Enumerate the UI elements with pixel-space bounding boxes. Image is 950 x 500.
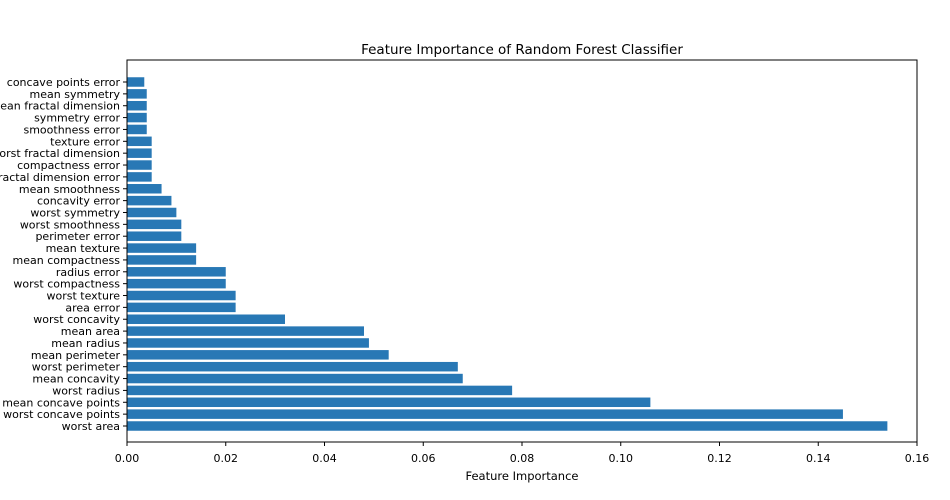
bar — [127, 160, 152, 170]
y-tick-label: worst compactness — [13, 278, 120, 291]
y-tick-label: worst symmetry — [30, 206, 120, 219]
bar — [127, 89, 147, 99]
bar — [127, 77, 145, 87]
bar — [127, 409, 843, 419]
y-tick-label: radius error — [56, 266, 121, 279]
y-tick-label: fractal dimension error — [0, 171, 120, 184]
y-tick-label: mean concavity — [32, 373, 120, 386]
y-tick-label: mean concave points — [2, 396, 120, 409]
y-tick-label: smoothness error — [23, 123, 120, 136]
x-axis-label: Feature Importance — [465, 469, 578, 483]
x-tick-label: 0.04 — [312, 452, 337, 465]
y-tick-label: area error — [65, 301, 120, 314]
x-tick-label: 0.08 — [510, 452, 535, 465]
y-tick-label: mean compactness — [13, 254, 121, 267]
y-tick-label: worst perimeter — [32, 361, 121, 374]
bar — [127, 267, 226, 277]
bar — [127, 385, 513, 396]
bar — [127, 290, 236, 301]
y-tick-label: worst concavity — [33, 313, 120, 326]
y-tick-label: compactness error — [17, 159, 120, 172]
bar — [127, 243, 197, 253]
bar — [127, 255, 197, 265]
bar — [127, 148, 152, 158]
x-tick-label: 0.14 — [806, 452, 831, 465]
bar — [127, 124, 147, 135]
bar — [127, 219, 182, 230]
y-tick-label: worst area — [62, 420, 120, 433]
y-tick-label: texture error — [50, 135, 120, 148]
bar — [127, 302, 236, 313]
bar — [127, 172, 152, 182]
y-tick-label: concavity error — [37, 195, 121, 208]
bars-group — [127, 77, 888, 431]
x-tick-label: 0.02 — [214, 452, 239, 465]
x-tick-label: 0.00 — [115, 452, 140, 465]
y-tick-label: mean symmetry — [30, 88, 121, 101]
bar — [127, 112, 147, 123]
bar — [127, 397, 651, 408]
x-tick-label: 0.12 — [707, 452, 732, 465]
bar — [127, 100, 147, 111]
x-ticks: 0.00 0.02 0.04 0.06 0.08 0.10 0.12 0.14 0.16 — [115, 442, 930, 465]
x-tick-label: 0.10 — [609, 452, 634, 465]
y-tick-label: worst concave points — [3, 408, 120, 421]
bar — [127, 207, 177, 218]
y-tick-label: mean perimeter — [31, 349, 121, 362]
y-tick-label: concave points error — [7, 76, 121, 89]
bar — [127, 338, 369, 348]
chart-title: Feature Importance of Random Forest Clas… — [361, 42, 683, 58]
y-tick-label: worst smoothness — [20, 218, 120, 231]
bar — [127, 361, 458, 372]
y-tick-label: worst fractal dimension — [0, 147, 120, 160]
x-tick-label: 0.16 — [905, 452, 930, 465]
bar — [127, 231, 182, 241]
y-tick-label: mean area — [61, 325, 120, 338]
y-tick-label: symmetry error — [34, 112, 120, 125]
y-tick-label: worst texture — [46, 290, 120, 303]
y-tick-label: worst radius — [52, 384, 120, 397]
bar — [127, 195, 172, 206]
y-tick-label: mean radius — [51, 337, 120, 350]
y-tick-label: mean smoothness — [19, 183, 120, 196]
bar — [127, 278, 226, 289]
bar — [127, 326, 364, 336]
bar — [127, 373, 463, 384]
bar — [127, 421, 888, 431]
y-tick-label: mean texture — [46, 242, 121, 255]
plot-frame — [126, 59, 918, 443]
y-tick-label: mean fractal dimension — [0, 100, 120, 113]
x-tick-label: 0.06 — [411, 452, 436, 465]
bar — [127, 350, 389, 360]
bar — [127, 184, 162, 194]
bar — [127, 136, 152, 147]
bar — [127, 314, 285, 324]
y-tick-label: perimeter error — [35, 230, 120, 243]
